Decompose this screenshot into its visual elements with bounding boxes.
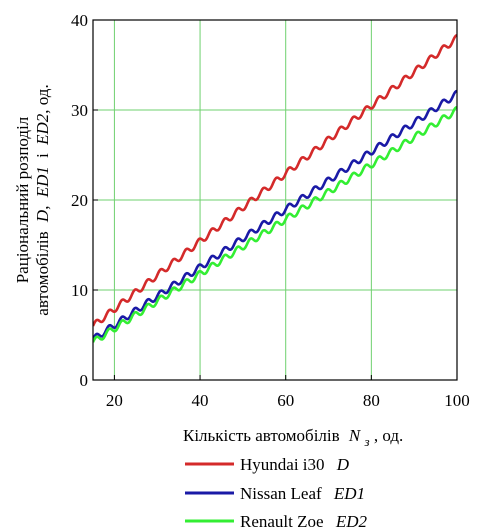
x-tick-label: 80 [363,391,380,410]
x-axis-label: Кількість автомобілів N з , од. [183,426,403,450]
x-tick-label: 20 [106,391,123,410]
y-axis-label-group: Раціональний розподіл автомобілів D, ED1… [13,84,52,315]
series-nissan-leaf [93,89,457,341]
x-axis-label-unit: , од. [374,426,403,445]
y-tick-label: 40 [71,11,88,30]
legend-name-nissan: Nissan Leaf [240,484,322,503]
grid [93,20,457,380]
y-axis-label-unit: , од. [33,84,52,113]
legend-symbol-nissan: ED1 [333,484,365,503]
y-tick-label: 30 [71,101,88,120]
x-tick-label: 40 [192,391,209,410]
legend-label-renault: Renault Zoe ED2 [240,512,367,531]
y-axis-label-ED2: ED2 [33,113,52,146]
y-tick-label: 20 [71,191,88,210]
legend-label-hyundai: Hyundai i30 D [240,455,350,474]
series-layer [93,34,457,343]
series-renault-zoe [93,105,457,343]
legend-name-renault: Renault Zoe [240,512,324,531]
y-axis-label-prefix: автомобілів [33,231,52,315]
y-axis-label-D: D [33,209,52,223]
series-hyundai-i30 [93,34,457,327]
legend: Hyundai i30 D Nissan Leaf ED1 Renault Zo… [185,455,367,531]
x-axis-label-text: Кількість автомобілів [183,426,340,445]
legend-label-nissan: Nissan Leaf ED1 [240,484,365,503]
y-axis-label-ED1: ED1 [33,166,52,198]
x-axis-label-subscript: з [364,434,370,449]
y-tick-label: 10 [71,281,88,300]
legend-symbol-hyundai: D [336,455,350,474]
ticks: 20 40 60 80 100 0 10 20 30 40 [71,11,470,410]
legend-name-hyundai: Hyundai i30 [240,455,325,474]
y-axis-label-sep: , [33,206,52,210]
y-axis-label-line1: Раціональний розподіл [13,116,32,283]
y-axis-label-line2: автомобілів D, ED1 і ED2, од. [33,84,52,315]
x-axis-label-symbol: N [348,426,362,445]
y-axis-label-mid: і [33,153,52,158]
x-tick-label: 60 [277,391,294,410]
legend-symbol-renault: ED2 [335,512,368,531]
x-tick-label: 100 [444,391,470,410]
y-tick-label: 0 [80,371,89,390]
